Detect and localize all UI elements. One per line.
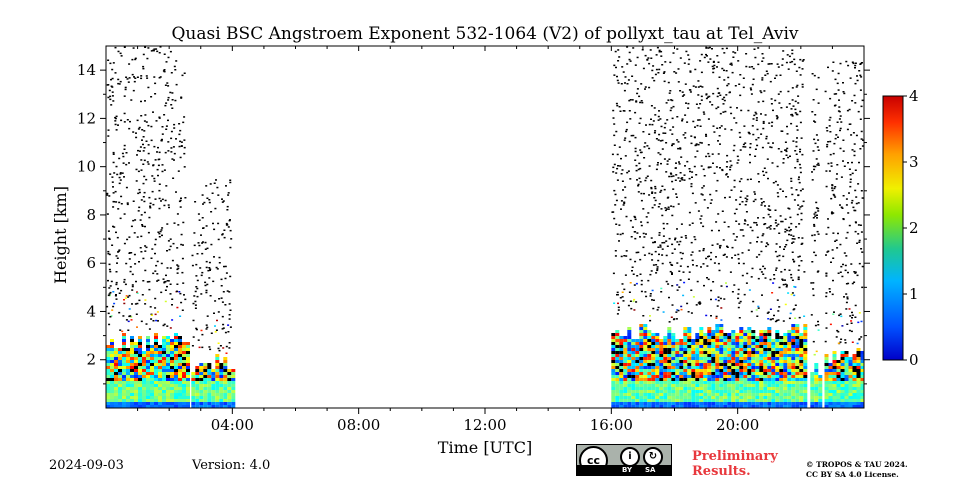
- preliminary-line1: Preliminary: [692, 449, 778, 464]
- preliminary-line2: Results.: [692, 464, 751, 479]
- y-tick-label: 8: [86, 206, 96, 224]
- data-segment-0: [106, 46, 190, 408]
- heatmap-data: [106, 46, 865, 408]
- chart-title: Quasi BSC Angstroem Exponent 532-1064 (V…: [171, 24, 799, 44]
- cc-license-badge[interactable]: cc i ↻ BY SA: [576, 444, 672, 476]
- colorbar-tick-label: 3: [909, 153, 919, 171]
- colorbar: [882, 95, 904, 361]
- x-tick-label: 20:00: [716, 416, 759, 434]
- y-axis: 2 4 6 8 10 12 14: [77, 61, 870, 385]
- data-segment-1: [191, 179, 236, 408]
- attribution-icon: i: [620, 447, 640, 467]
- preliminary-notice: Preliminary Results.: [692, 449, 778, 479]
- colorbar-ticks: 0 1 2 3 4: [903, 87, 919, 369]
- y-tick-label: 10: [77, 158, 96, 176]
- x-axis: 04:00 08:00 12:00 16:00 20:00: [137, 46, 833, 434]
- colorbar-tick-label: 1: [909, 285, 919, 303]
- x-tick-label: 04:00: [211, 416, 254, 434]
- x-tick-label: 08:00: [337, 416, 380, 434]
- footer-date: 2024-09-03: [49, 458, 124, 473]
- cc-by-label: BY: [622, 466, 633, 474]
- colorbar-tick-label: 2: [909, 219, 919, 237]
- copyright-line2: CC BY SA 4.0 License.: [806, 470, 899, 479]
- data-segment-4: [824, 60, 865, 408]
- y-tick-label: 6: [86, 254, 96, 272]
- x-axis-label: Time [UTC]: [438, 438, 532, 457]
- share-alike-icon: ↻: [643, 447, 663, 467]
- copyright-notice: © TROPOS & TAU 2024. CC BY SA 4.0 Licens…: [806, 460, 908, 480]
- x-tick-label: 12:00: [463, 416, 506, 434]
- y-tick-label: 4: [86, 302, 96, 320]
- data-segment-3: [810, 73, 823, 408]
- cc-sa-label: SA: [645, 466, 656, 474]
- y-axis-label: Height [km]: [51, 186, 70, 284]
- y-tick-label: 12: [77, 109, 96, 127]
- x-tick-label: 16:00: [590, 416, 633, 434]
- colorbar-tick-label: 4: [909, 87, 919, 105]
- y-tick-label: 2: [86, 351, 96, 369]
- copyright-line1: © TROPOS & TAU 2024.: [806, 460, 908, 469]
- data-segment-2: [611, 46, 808, 408]
- colorbar-tick-label: 0: [909, 351, 919, 369]
- footer-version: Version: 4.0: [192, 458, 271, 473]
- y-tick-label: 14: [77, 61, 96, 79]
